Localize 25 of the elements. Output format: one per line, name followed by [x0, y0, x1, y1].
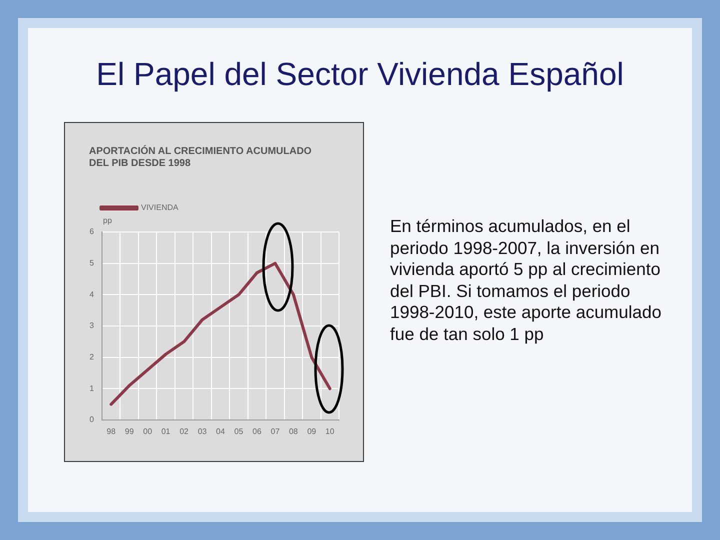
- y-tick-label: 5: [90, 258, 95, 268]
- x-tick-label: 03: [198, 427, 208, 436]
- y-tick-label: 1: [90, 384, 95, 393]
- x-tick-label: 10: [325, 427, 335, 436]
- y-tick-label: 4: [90, 290, 95, 299]
- chart-subtitle: APORTACIÓN AL CRECIMIENTO ACUMULADO DEL PIB DESDE 1998: [89, 146, 313, 170]
- x-tick-label: 01: [161, 427, 171, 436]
- x-tick-label: 00: [143, 427, 153, 436]
- y-tick-label: 3: [90, 321, 95, 330]
- x-tick-label: 08: [288, 427, 298, 436]
- y-tick-label: 0: [90, 415, 95, 424]
- y-tick-label: 2: [90, 352, 95, 362]
- x-tick-label: 02: [180, 427, 190, 436]
- x-tick-label: 06: [252, 427, 262, 436]
- x-tick-label: 07: [270, 427, 280, 436]
- text: En términos acumulados, en el periodo 1998-2007, la inversión en vivienda aportó 5 pp al crecimiento del PBI. Si tomamos el periodo 1998-2010, este aporte acumulado fue de tan solo 1 pp: [390, 216, 662, 346]
- chart-title: El Papel del Sector Vivienda Español: [95, 55, 625, 94]
- x-tick-label: 98: [106, 427, 116, 436]
- x-tick-label: 99: [124, 427, 134, 436]
- y-tick-label: 6: [90, 227, 95, 236]
- x-tick-label: 09: [307, 427, 317, 436]
- x-tick-label: 04: [216, 427, 226, 436]
- legend-label: VIVIENDA: [141, 203, 180, 212]
- x-tick-label: 05: [234, 427, 244, 436]
- y-axis-title: pp: [103, 216, 112, 226]
